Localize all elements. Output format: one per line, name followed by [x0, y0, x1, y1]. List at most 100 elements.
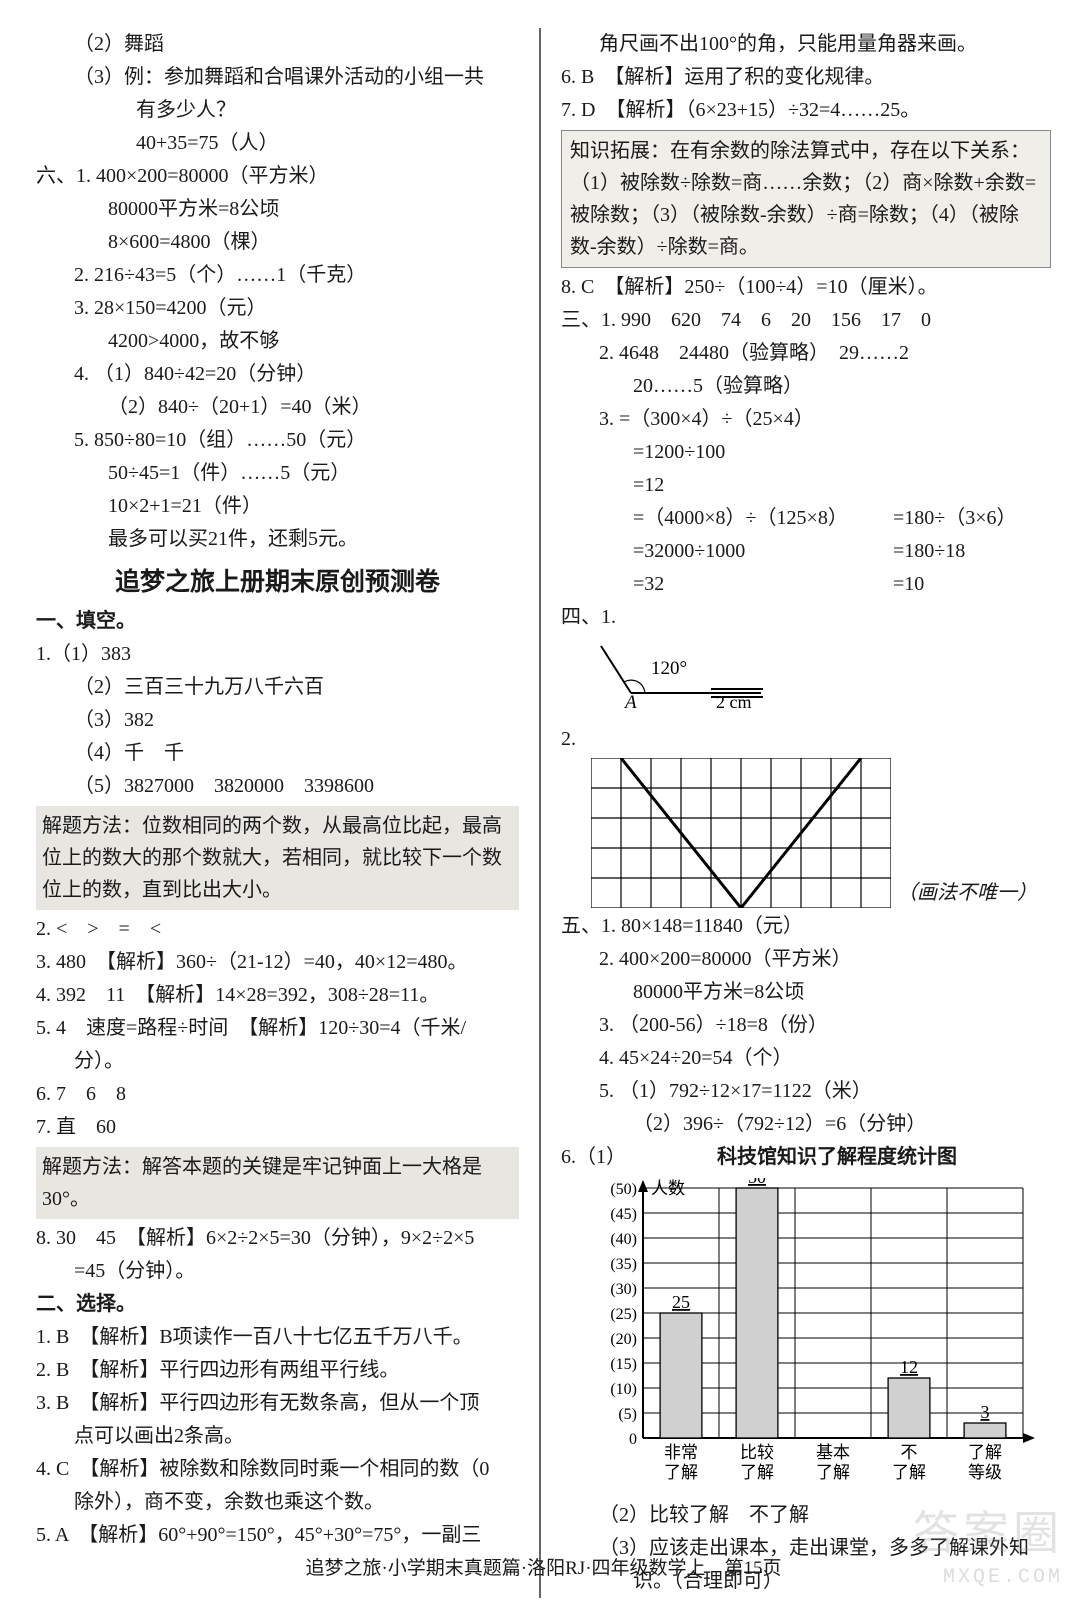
svg-text:比较: 比较 [740, 1443, 774, 1462]
text: 6. B 【解析】运用了积的变化规律。 [561, 61, 1051, 94]
text: 三、1. 990 620 74 6 20 156 17 0 [561, 304, 1051, 337]
text: 5. A 【解析】60°+90°=150°，45°+30°=75°，一副三 [36, 1519, 519, 1552]
text: 1. B 【解析】B项读作一百八十七亿五千万八千。 [36, 1321, 519, 1354]
svg-text:了解: 了解 [664, 1463, 698, 1482]
svg-text:非常: 非常 [664, 1443, 698, 1462]
text: 3. 480 【解析】360÷（21-12）=40，40×12=480。 [36, 946, 519, 979]
text: 8. C 【解析】250÷（100÷4）=10（厘米）。 [561, 271, 1051, 304]
text: 除外），商不变，余数也乘这个数。 [36, 1486, 519, 1519]
text: =1200÷100 [561, 436, 1051, 469]
svg-text:50: 50 [748, 1178, 766, 1187]
angle-point: A [623, 692, 637, 708]
text: =12 [561, 469, 1051, 502]
text: （2）舞蹈 [36, 28, 519, 61]
subheading: 一、填空。 [36, 605, 519, 638]
text: 5. 4 速度=路程÷时间 【解析】120÷30=4（千米/ [36, 1012, 519, 1045]
text: （2）840÷（20+1）=40（米） [36, 391, 519, 424]
eq-right: =180÷18 [893, 535, 965, 568]
text: 2. 216÷43=5（个）……1（千克） [36, 259, 519, 292]
text: 4. （1）840÷42=20（分钟） [36, 358, 519, 391]
section-title: 追梦之旅上册期末原创预测卷 [36, 562, 519, 603]
equation-row: =32000÷1000 =180÷18 [561, 535, 1051, 568]
svg-text:了解: 了解 [968, 1443, 1002, 1462]
svg-text:等级: 等级 [968, 1463, 1002, 1482]
text: 40+35=75（人） [36, 127, 519, 160]
text: （2）三百三十九万八千六百 [36, 671, 519, 704]
text: （4）千 千 [36, 737, 519, 770]
text: 五、1. 80×148=11840（元） [561, 910, 1051, 943]
text: 3. B 【解析】平行四边形有无数条高，但从一个顶 [36, 1387, 519, 1420]
svg-text:12: 12 [900, 1357, 918, 1377]
subheading: 二、选择。 [36, 1288, 519, 1321]
text: 点可以画出2条高。 [36, 1420, 519, 1453]
svg-text:(5): (5) [618, 1406, 637, 1423]
svg-text:0: 0 [629, 1431, 637, 1448]
svg-text:(40): (40) [610, 1231, 637, 1248]
svg-text:人数: 人数 [651, 1179, 685, 1198]
svg-text:(30): (30) [610, 1281, 637, 1298]
text: （3）382 [36, 704, 519, 737]
eq-right: =10 [893, 568, 924, 601]
text: 80000平方米=8公顷 [561, 976, 1051, 1009]
knowledge-box: 知识拓展：在有余数的除法算式中，存在以下关系：（1）被除数÷除数=商……余数；（… [561, 130, 1051, 268]
text: 4. C 【解析】被除数和除数同时乘一个相同的数（0 [36, 1453, 519, 1486]
text: 7. 直 60 [36, 1111, 519, 1144]
equation-row: =（4000×8）÷（125×8） =180÷（3×6） [561, 502, 1051, 535]
text: 5. 850÷80=10（组）……50（元） [36, 424, 519, 457]
svg-text:(50): (50) [610, 1181, 637, 1198]
tip-box: 解题方法：位数相同的两个数，从最高位比起，最高位上的数大的那个数就大，若相同，就… [36, 806, 519, 910]
eq-left: =（4000×8）÷（125×8） [633, 502, 893, 535]
text: 3. （200-56）÷18=8（份） [561, 1009, 1051, 1042]
angle-length: 2 cm [716, 692, 752, 708]
text: 10×2+1=21（件） [36, 490, 519, 523]
svg-text:了解: 了解 [816, 1463, 850, 1482]
text: 5. （1）792÷12×17=1122（米） [561, 1075, 1051, 1108]
text: 6.（1） [561, 1141, 623, 1174]
bar-chart: (5)(10)(15)(20)(25)(30)(35)(40)(45)(50)人… [581, 1178, 1051, 1499]
page: （2）舞蹈 （3）例：参加舞蹈和合唱课外活动的小组一共 有多少人？ 40+35=… [0, 0, 1087, 1608]
text: 4. 392 11 【解析】14×28=392，308÷28=11。 [36, 979, 519, 1012]
text: 2. [561, 723, 891, 756]
svg-text:了解: 了解 [892, 1463, 926, 1482]
svg-text:(20): (20) [610, 1331, 637, 1348]
equation-row: =32 =10 [561, 568, 1051, 601]
text: 2. 4648 24480（验算略） 29……2 [561, 337, 1051, 370]
text: 8. 30 45 【解析】6×2÷2×5=30（分钟），9×2÷2×5 [36, 1222, 519, 1255]
text: 六、1. 400×200=80000（平方米） [36, 160, 519, 193]
text: 角尺画不出100°的角，只能用量角器来画。 [561, 28, 1051, 61]
text: 2. 400×200=80000（平方米） [561, 943, 1051, 976]
page-footer: 追梦之旅·小学期末真题篇·洛阳RJ·四年级数学上 第15页 [0, 1553, 1087, 1584]
left-column: （2）舞蹈 （3）例：参加舞蹈和合唱课外活动的小组一共 有多少人？ 40+35=… [36, 28, 533, 1598]
eq-right: =180÷（3×6） [893, 502, 1017, 535]
text: 4200>4000，故不够 [36, 325, 519, 358]
text: 2. < > = < [36, 913, 519, 946]
svg-text:基本: 基本 [816, 1443, 850, 1462]
text: （5）3827000 3820000 3398600 [36, 770, 519, 803]
svg-text:3: 3 [981, 1402, 990, 1422]
eq-left: =32 [633, 568, 893, 601]
svg-text:了解: 了解 [740, 1463, 774, 1482]
eq-left: =32000÷1000 [633, 535, 893, 568]
text: 最多可以买21件，还剩5元。 [36, 523, 519, 556]
column-divider [539, 28, 541, 1598]
svg-text:(15): (15) [610, 1356, 637, 1373]
svg-text:(35): (35) [610, 1256, 637, 1273]
chart-title: 科技馆知识了解程度统计图 [623, 1141, 1051, 1174]
angle-diagram: 120° A 2 cm [591, 638, 851, 708]
text: 2. B 【解析】平行四边形有两组平行线。 [36, 1354, 519, 1387]
text: =45（分钟）。 [36, 1255, 519, 1288]
text: （2）396÷（792÷12）=6（分钟） [561, 1108, 1051, 1141]
svg-text:不: 不 [901, 1443, 918, 1462]
text: 6. 7 6 8 [36, 1078, 519, 1111]
text: 四、1. [561, 601, 1051, 634]
text: 有多少人？ [36, 94, 519, 127]
text: 分）。 [36, 1045, 519, 1078]
svg-text:(10): (10) [610, 1381, 637, 1398]
text: （3）例：参加舞蹈和合唱课外活动的小组一共 [36, 61, 519, 94]
text: 3. 28×150=4200（元） [36, 292, 519, 325]
text: 80000平方米=8公顷 [36, 193, 519, 226]
text: 8×600=4800（棵） [36, 226, 519, 259]
svg-text:(45): (45) [610, 1206, 637, 1223]
grid-note: （画法不唯一） [897, 877, 1037, 910]
right-column: 角尺画不出100°的角，只能用量角器来画。 6. B 【解析】运用了积的变化规律… [547, 28, 1051, 1598]
